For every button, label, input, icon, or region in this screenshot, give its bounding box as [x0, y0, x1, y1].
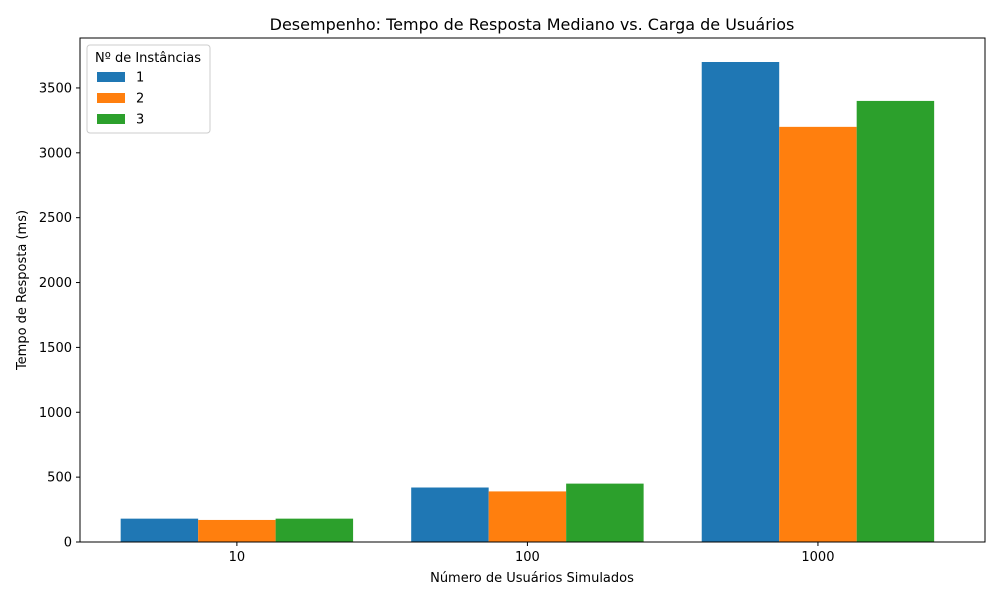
bar-series-2-1000	[779, 126, 857, 543]
legend-items: 1 2 3	[97, 71, 144, 128]
legend-swatch-1	[97, 72, 125, 82]
y-tick-label: 3500	[39, 81, 72, 96]
x-tick-label: 10	[229, 550, 246, 565]
axes-frame	[79, 37, 986, 543]
legend-label-2: 2	[136, 92, 144, 107]
y-tick-label: 2500	[39, 211, 72, 226]
bar-series-1-10	[120, 518, 199, 542]
x-axis: 10 100 1000	[229, 542, 834, 565]
legend-swatch-2	[97, 93, 125, 103]
bar-series-2-10	[198, 519, 276, 542]
legend: Nº de Instâncias 1 2 3	[86, 44, 211, 134]
bar-series-3-100	[566, 483, 644, 542]
plot-area	[120, 62, 935, 543]
y-axis-label: Tempo de Resposta (ms)	[15, 210, 30, 371]
y-tick-label: 0	[64, 536, 72, 551]
x-tick-label: 1000	[801, 550, 834, 565]
legend-box	[86, 44, 211, 134]
legend-label-3: 3	[136, 113, 144, 128]
x-tick-label: 100	[515, 550, 540, 565]
legend-swatch-3	[97, 114, 125, 124]
y-tick-label: 1500	[39, 341, 72, 356]
bar-series-3-10	[275, 518, 354, 542]
chart-title: Desempenho: Tempo de Resposta Mediano vs…	[270, 15, 795, 34]
y-tick-label: 2000	[39, 276, 72, 291]
bar-series-1-100	[411, 487, 489, 542]
y-tick-label: 500	[47, 471, 72, 486]
legend-label-1: 1	[136, 71, 144, 86]
legend-title: Nº de Instâncias	[95, 51, 201, 66]
x-axis-label: Número de Usuários Simulados	[430, 571, 634, 586]
y-tick-label: 3000	[39, 146, 72, 161]
bar-series-2-100	[488, 491, 567, 542]
y-axis: 0 500 1000 1500 2000 2500 3000 3500	[39, 81, 80, 551]
y-tick-label: 1000	[39, 406, 72, 421]
bar-series-1-1000	[701, 62, 780, 542]
bar-series-3-1000	[856, 100, 935, 543]
